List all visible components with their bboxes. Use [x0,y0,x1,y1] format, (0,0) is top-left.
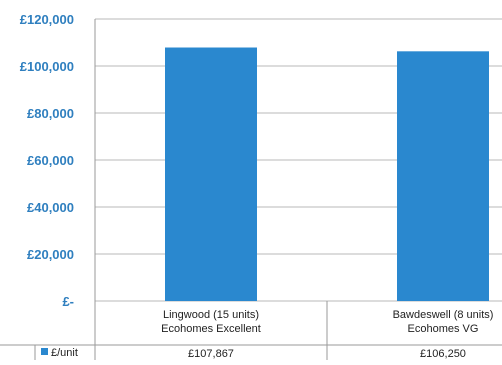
y-tick-label: £60,000 [27,153,74,168]
data-table-value: £107,867 [188,348,234,360]
y-tick-label: £80,000 [27,106,74,121]
y-tick-label: £100,000 [20,59,74,74]
y-tick-label: £20,000 [27,247,74,262]
bar [397,51,489,301]
y-tick-label: £40,000 [27,200,74,215]
bar [165,47,257,302]
legend-label: £/unit [51,347,78,359]
x-category-label: Ecohomes VG [408,323,479,335]
x-category-label: Lingwood (15 units) [163,309,259,321]
data-table-value: £106,250 [420,348,466,360]
x-category-label: Ecohomes Excellent [161,323,261,335]
x-category-label: Bawdeswell (8 units) [393,309,494,321]
y-tick-label: £120,000 [20,12,74,27]
y-tick-label: £- [62,294,74,309]
legend-swatch [41,348,48,355]
